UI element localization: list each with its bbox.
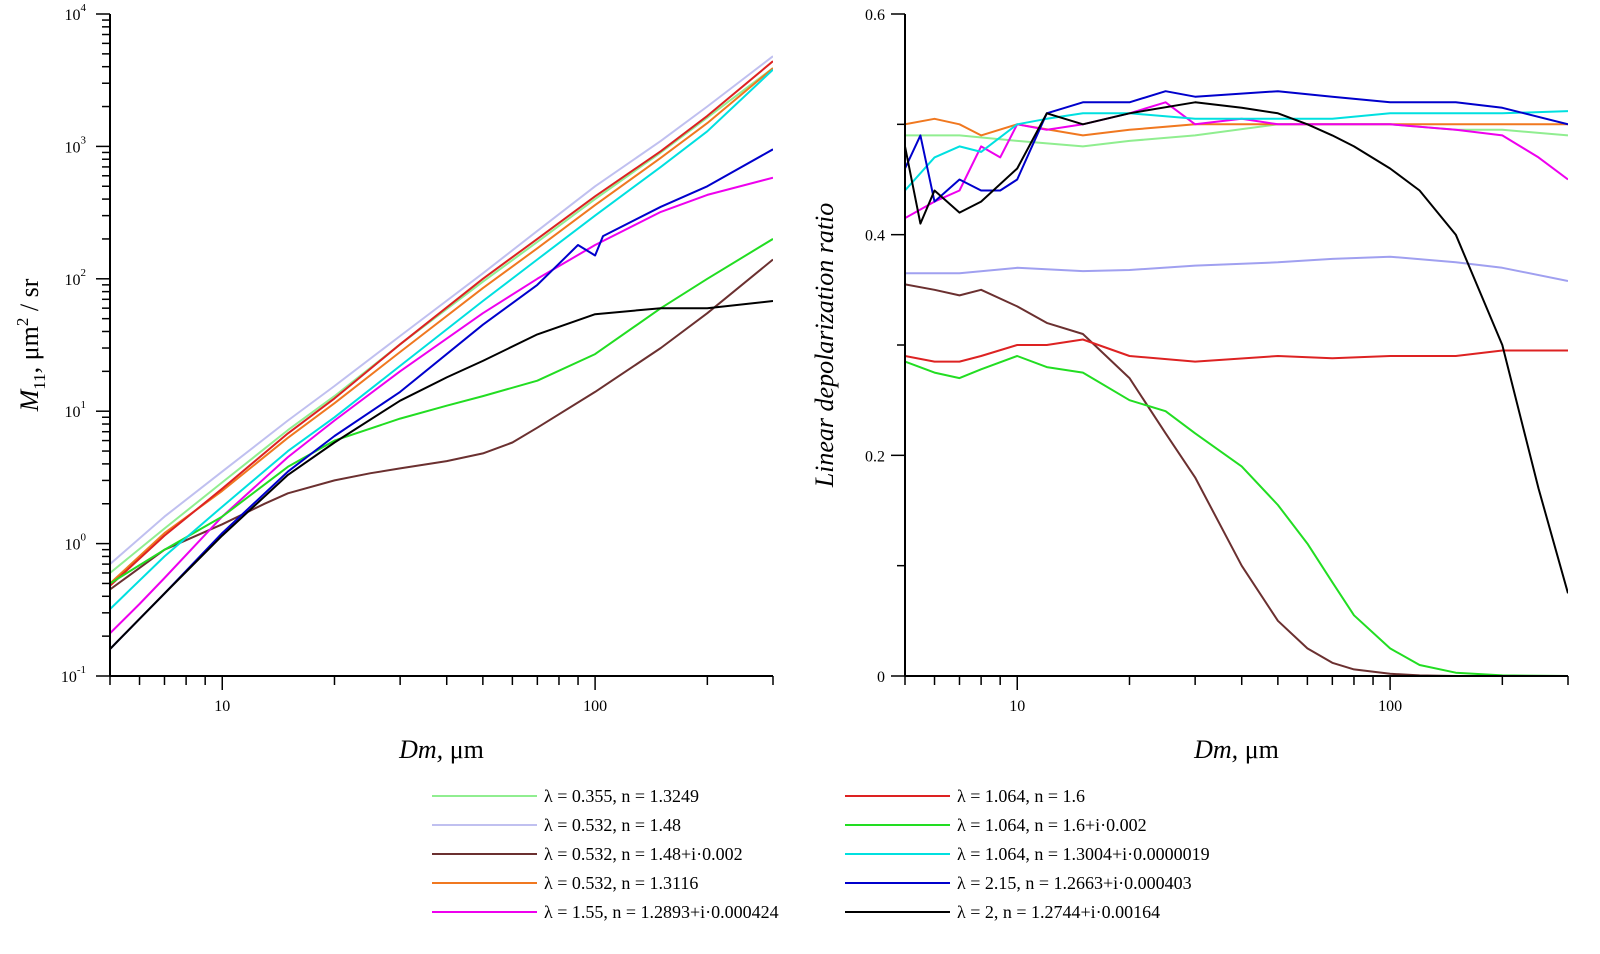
ldr-x-tick-label: 100 [1378,698,1402,715]
m11-y-axis-title-sub: 11 [30,373,49,389]
legend-label: λ = 1.064, n = 1.3004+i·0.0000019 [957,844,1210,864]
depolarization-chart-panel: 10 100 0 0.2 0.4 0.6 Dm, μm Linear depolarizati… [810,7,1569,764]
legend-label: λ = 1.064, n = 1.6 [957,786,1085,806]
m11-y-tick-label: 102 [65,267,87,289]
m11-y-tick-label: 103 [65,134,87,156]
m11-y-tick-base: 10 [65,537,81,554]
ldr-y-tick-label: 0 [877,669,885,686]
legend-label: λ = 0.532, n = 1.48 [544,815,681,835]
m11-x-axis-title-unit: μm [443,735,484,764]
ldr-y-axis-title-main: Linear depolarization ratio [810,203,839,489]
m11-series-line-5 [110,60,773,587]
m11-series-line-7 [110,68,773,610]
legend-label: λ = 0.532, n = 1.3116 [544,873,698,893]
legend-label: λ = 1.55, n = 1.2893+i·0.000424 [544,902,779,922]
m11-y-axis-title-sup: 2 [13,318,32,327]
m11-y-tick-exp: 1 [81,399,87,411]
ldr-x-axis-title: Dm, μm [1193,735,1279,764]
legend-label: λ = 1.064, n = 1.6+i·0.002 [957,815,1147,835]
m11-y-tick-base: 10 [65,7,81,24]
m11-y-tick-label: 101 [65,399,87,421]
m11-series-line-4 [110,176,773,635]
m11-y-axis-title-unit2: / sr [15,278,44,317]
legend-label: λ = 2.15, n = 1.2663+i·0.000403 [957,873,1192,893]
m11-y-tick-exp: 2 [81,267,87,279]
m11-y-tick-exp: -1 [77,664,86,676]
m11-series-line-3 [110,67,773,585]
legend-label: λ = 2, n = 1.2744+i·0.00164 [957,902,1160,922]
ldr-series-line-4 [905,101,1568,219]
m11-y-axis-title-unit: , μm [15,326,44,373]
m11-y-tick-label: 100 [65,532,87,554]
m11-x-axis-title: Dm, μm [398,735,484,764]
m11-series-line-8 [110,148,773,650]
m11-series-group [110,55,773,650]
ldr-x-tick-label: 10 [1009,698,1025,715]
ldr-series-line-1 [905,255,1568,282]
ldr-x-axis-title-unit: μm [1238,735,1279,764]
ldr-series-line-9 [905,101,1568,594]
ldr-series-line-5 [905,338,1568,363]
m11-series-line-9 [110,300,773,650]
ldr-series-line-3 [905,117,1568,137]
m11-y-tick-label: 104 [65,2,87,24]
ldr-y-tick-label: 0.4 [865,228,885,245]
m11-y-tick-label: 10-1 [61,664,86,686]
m11-y-tick-base: 10 [65,404,81,421]
m11-y-tick-base: 10 [61,669,77,686]
m11-series-line-6 [110,238,773,585]
ldr-series-group [905,90,1568,677]
m11-x-tick-label: 100 [583,698,607,715]
ldr-x-axis-title-italic: Dm, [1193,735,1238,764]
m11-x-axis-title-italic: Dm, [398,735,443,764]
m11-series-line-0 [110,67,773,574]
ldr-series-line-6 [905,355,1568,677]
legend-label: λ = 0.532, n = 1.48+i·0.002 [544,844,743,864]
ldr-series-line-2 [905,283,1568,677]
ldr-y-tick-label: 0.6 [865,7,885,24]
m11-series-line-1 [110,55,773,565]
ldr-y-tick-label: 0.2 [865,448,885,465]
m11-y-tick-base: 10 [65,139,81,156]
m11-y-axis-title: M11, μm2 / sr [13,278,49,412]
m11-y-tick-exp: 0 [81,532,87,544]
m11-y-axis-title-main: M [15,388,44,412]
ldr-series-line-8 [905,90,1568,203]
legend: λ = 0.355, n = 1.3249 λ = 0.532, n = 1.48… [432,786,1210,922]
m11-y-tick-exp: 3 [81,134,87,146]
m11-x-tick-label: 10 [214,698,230,715]
m11-y-tick-base: 10 [65,272,81,289]
m11-y-tick-exp: 4 [81,2,87,14]
ldr-y-axis-title: Linear depolarization ratio [810,203,839,489]
legend-label: λ = 0.355, n = 1.3249 [544,786,699,806]
